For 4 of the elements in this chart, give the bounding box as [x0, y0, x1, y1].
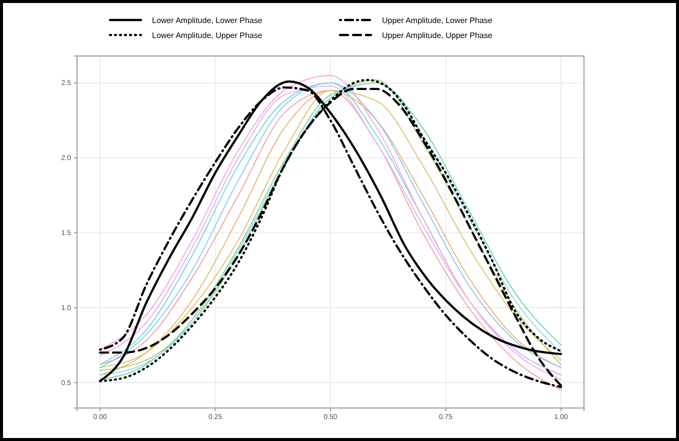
legend-label: Lower Amplitude, Upper Phase	[152, 31, 263, 40]
legend-label: Upper Amplitude, Lower Phase	[382, 16, 493, 25]
legend-label: Upper Amplitude, Upper Phase	[382, 31, 493, 40]
legend-label: Lower Amplitude, Lower Phase	[152, 16, 263, 25]
